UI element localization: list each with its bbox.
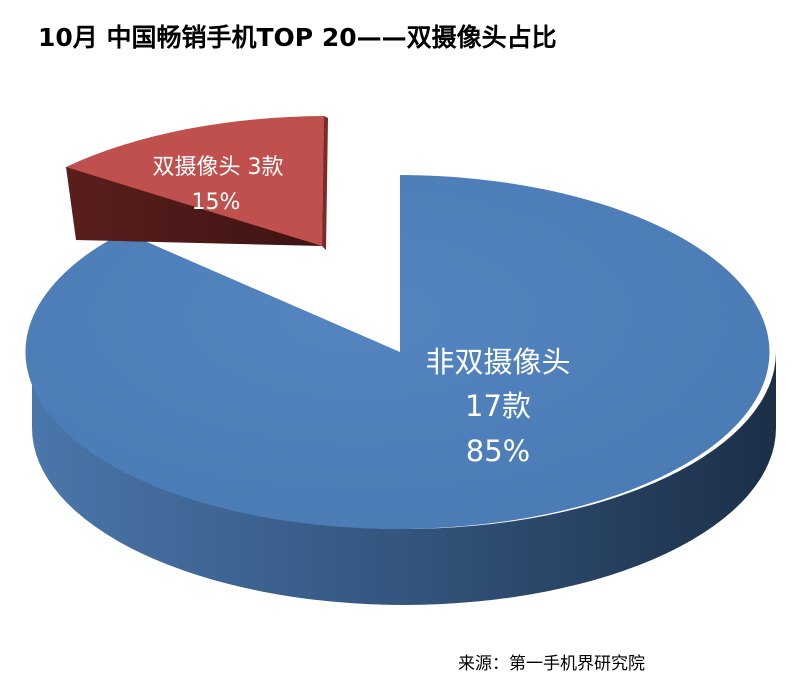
source-note: 来源：第一手机界研究院	[458, 654, 645, 674]
slice-label-non-dual-camera-percent: 85%	[466, 434, 530, 468]
slice-label-dual-camera-percent: 15%	[192, 190, 241, 215]
slice-label-non-dual-camera-count: 17款	[465, 389, 531, 423]
slice-non-dual-camera-side	[32, 352, 776, 605]
slice-label-dual-camera-name: 双摄像头 3款	[153, 155, 284, 180]
slice-label-non-dual-camera-name: 非双摄像头	[425, 345, 570, 379]
slice-dual-camera-edge	[322, 116, 328, 250]
slice-non-dual-camera	[25, 175, 770, 529]
slice-dual-camera	[66, 116, 324, 246]
chart-title: 10月 中国畅销手机TOP 20——双摄像头占比	[38, 23, 557, 52]
